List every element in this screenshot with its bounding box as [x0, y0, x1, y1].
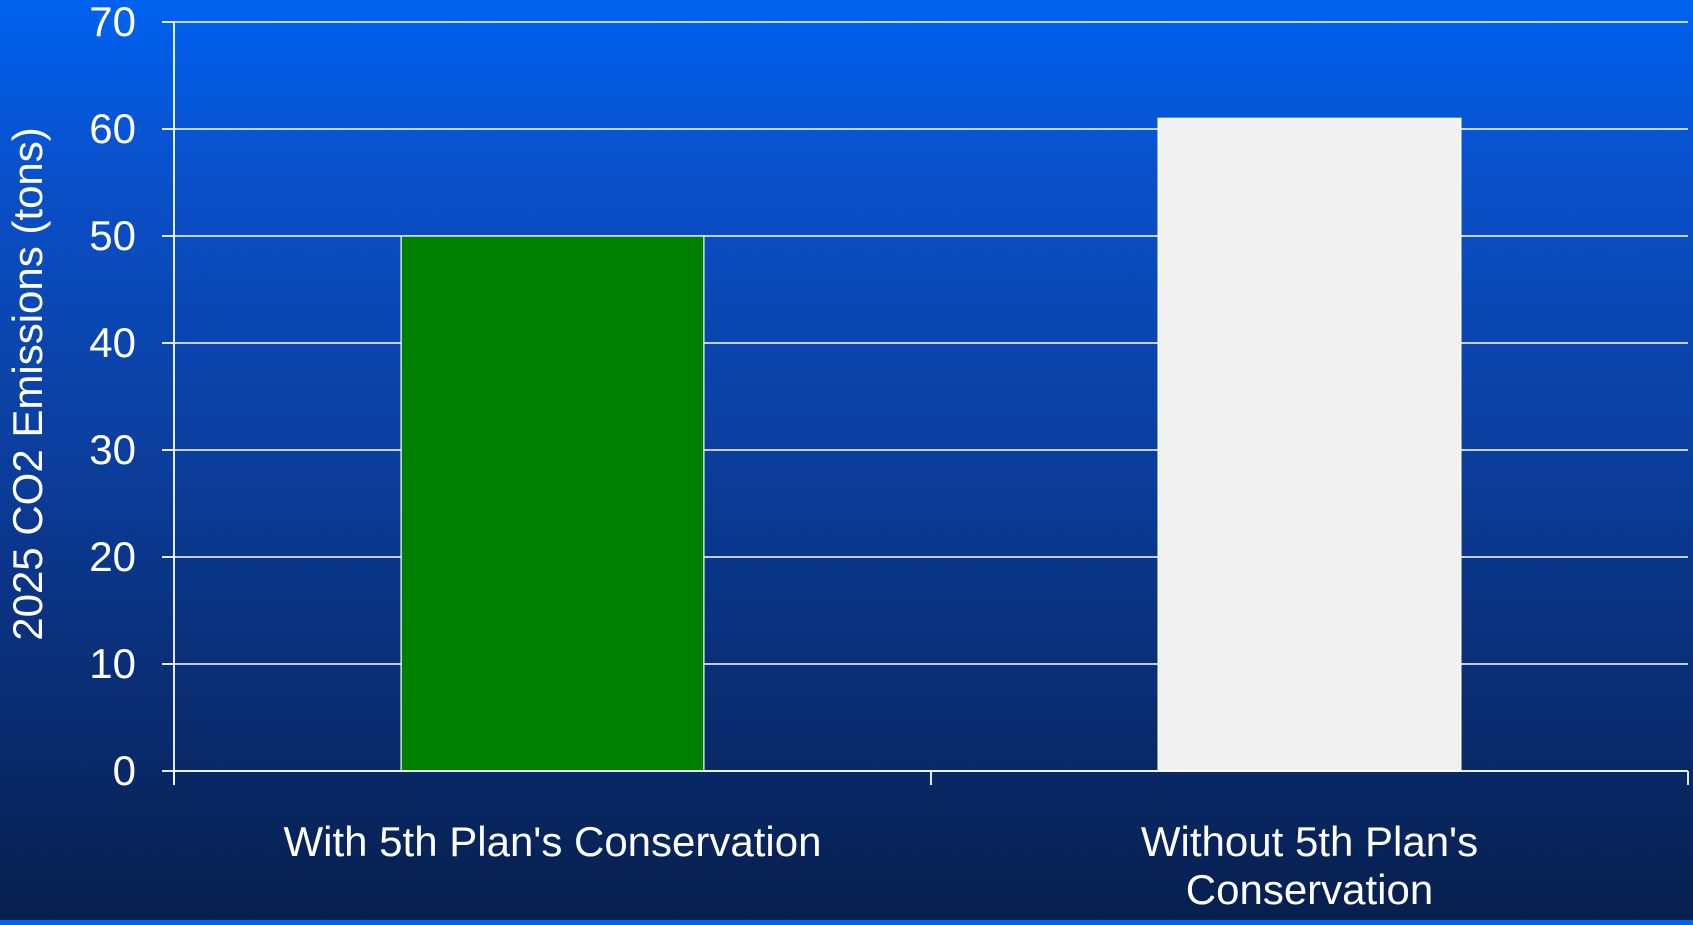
x-tick-label-1: Without 5th Plan's Conservation: [1141, 818, 1478, 913]
y-tick-labels: 0 10 20 30 40 50 60 70: [89, 0, 136, 794]
y-tick-label-20: 20: [89, 533, 136, 580]
y-tick-label-50: 50: [89, 212, 136, 259]
y-tick-label-10: 10: [89, 640, 136, 687]
y-tick-label-30: 30: [89, 426, 136, 473]
y-tick-label-70: 70: [89, 0, 136, 45]
x-tick-label-0: With 5th Plan's Conservation: [284, 818, 822, 865]
y-tick-label-40: 40: [89, 319, 136, 366]
bar-1: [1157, 117, 1462, 772]
x-tick-label-1-line-0: Without 5th Plan's: [1141, 818, 1478, 865]
x-tick-label-1-line-1: Conservation: [1186, 866, 1433, 913]
bar-0: [400, 235, 705, 772]
x-tick-label-0-line-0: With 5th Plan's Conservation: [284, 818, 822, 865]
y-tick-label-0: 0: [113, 747, 136, 794]
y-axis-title: 2025 CO2 Emissions (tons): [4, 127, 51, 641]
axes: [162, 21, 1689, 785]
y-tick-label-60: 60: [89, 105, 136, 152]
bars: [400, 117, 1462, 772]
x-tick-labels: With 5th Plan's Conservation Without 5th …: [284, 818, 1479, 913]
